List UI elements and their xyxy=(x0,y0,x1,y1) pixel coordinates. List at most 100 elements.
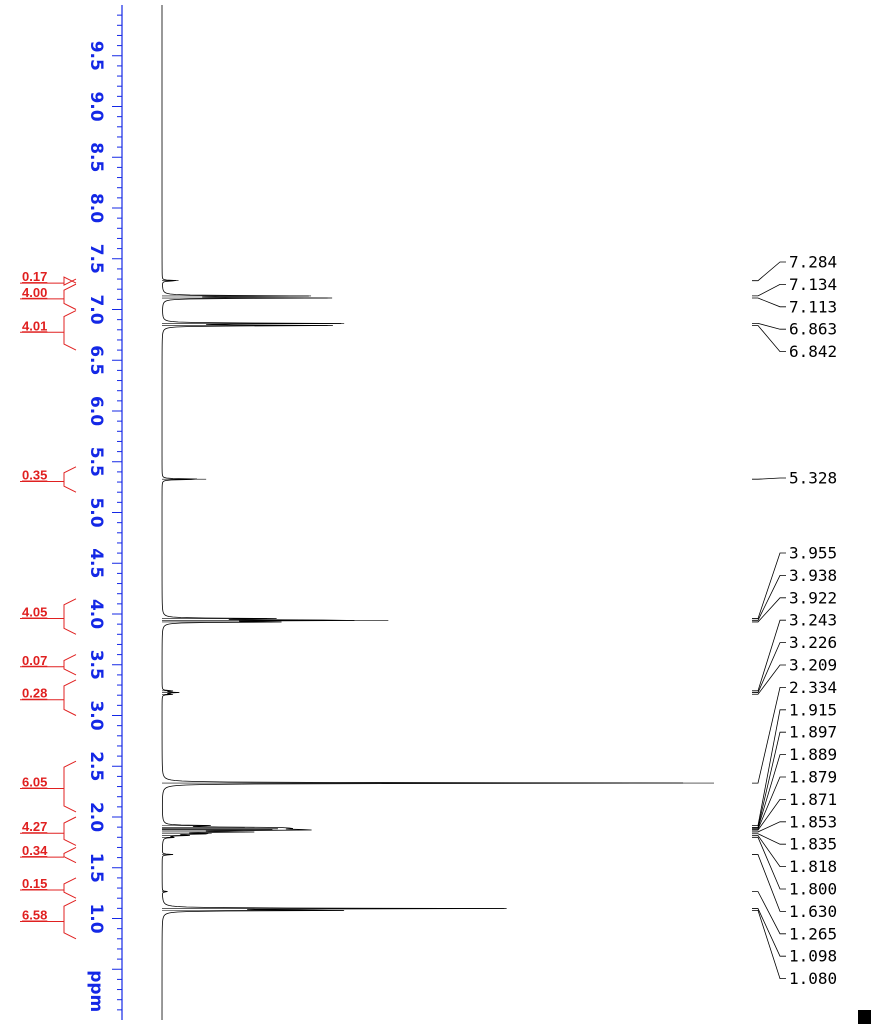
integral-curve xyxy=(63,654,77,676)
integral-value: 6.58 xyxy=(22,908,47,923)
peak-label-item: 1.897 xyxy=(752,723,837,828)
peak-shift-label: 5.328 xyxy=(789,469,837,488)
integral-curve xyxy=(63,760,77,813)
peak-shift-label: 3.243 xyxy=(789,611,837,630)
peak-label-item: 3.955 xyxy=(752,544,837,619)
integral-bracket: 4.00 xyxy=(20,283,77,310)
integral-bracket: 4.05 xyxy=(20,598,77,635)
peak-shift-label: 6.842 xyxy=(789,342,837,361)
integral-value: 4.00 xyxy=(22,285,47,300)
integral-value: 4.01 xyxy=(22,318,47,333)
peak-leader-line xyxy=(752,776,786,830)
peak-leader-line xyxy=(752,664,786,695)
peak-shift-label: 1.915 xyxy=(789,700,837,719)
peak-shift-label: 3.955 xyxy=(789,544,837,563)
tick-label: 3.5 xyxy=(86,650,106,680)
integral-value: 4.05 xyxy=(22,605,47,620)
peak-shift-label: 2.334 xyxy=(789,678,837,697)
peak-label-item: 1.098 xyxy=(752,908,837,966)
integral-bracket: 6.58 xyxy=(20,899,77,940)
tick-label: 5.5 xyxy=(86,447,106,477)
integral-bracket: 0.35 xyxy=(20,466,77,493)
peak-label-item: 1.889 xyxy=(752,745,837,829)
tick-label: 3.0 xyxy=(86,700,106,730)
peak-leader-line xyxy=(752,891,786,935)
peak-shift-label: 7.134 xyxy=(789,275,837,294)
tick-label: 6.5 xyxy=(86,345,106,375)
peak-label-item: 7.134 xyxy=(752,275,837,297)
tick-label: 8.0 xyxy=(86,193,106,223)
integral-curve xyxy=(63,598,77,635)
peak-label-item: 5.328 xyxy=(752,469,837,488)
peak-leader-line xyxy=(752,731,786,828)
integral-value: 0.15 xyxy=(22,876,47,891)
peak-leader-line xyxy=(752,854,786,912)
peak-leader-line xyxy=(752,619,786,692)
peak-leader-line xyxy=(752,642,786,693)
integral-value: 0.34 xyxy=(22,843,48,858)
peak-label-item: 1.800 xyxy=(752,836,837,899)
integral-annotations: 0.174.00 4.01 0.35 4.05 0.07 0.28 6.05 4.27 0.34… xyxy=(20,269,77,940)
integral-value: 6.05 xyxy=(22,775,47,790)
peak-shift-label: 1.098 xyxy=(789,947,837,966)
peak-shift-label: 1.897 xyxy=(789,723,837,742)
tick-label: 9.0 xyxy=(86,91,106,121)
integral-curve xyxy=(63,310,77,351)
tick-label: 5.0 xyxy=(86,497,106,527)
spectrum-line xyxy=(161,5,684,1020)
peak-shift-label: 1.853 xyxy=(789,812,837,831)
corner-marker xyxy=(858,1010,871,1024)
peak-leader-line xyxy=(752,284,786,297)
peak-shift-label: 1.080 xyxy=(789,969,837,988)
peak-label-item: 1.080 xyxy=(752,909,837,988)
integral-curve xyxy=(63,847,77,864)
peak-label-item: 3.938 xyxy=(752,566,837,621)
peak-shift-label: 1.889 xyxy=(789,745,837,764)
integral-curve xyxy=(63,899,77,940)
peak-shift-label: 1.630 xyxy=(789,902,837,921)
integral-bracket: 4.27 xyxy=(20,816,77,846)
peak-shift-label: 3.209 xyxy=(789,656,837,675)
tick-label: 6.0 xyxy=(86,396,106,426)
tick-label: 9.5 xyxy=(86,41,106,71)
integral-bracket: 0.15 xyxy=(20,876,77,899)
peak-shift-label: 1.818 xyxy=(789,857,837,876)
tick-label: 1.0 xyxy=(86,903,106,933)
peak-leader-line xyxy=(752,754,786,829)
peak-label-item: 3.922 xyxy=(752,588,837,623)
peak-leader-line xyxy=(752,909,786,979)
peak-label-item: 1.915 xyxy=(752,700,837,827)
tick-label: 4.5 xyxy=(86,548,106,578)
peak-label-item: 3.226 xyxy=(752,633,837,693)
peak-leader-line xyxy=(752,325,786,352)
peak-label-item: 7.284 xyxy=(752,253,837,282)
tick-label: 7.5 xyxy=(86,244,106,274)
peak-shift-label: 3.938 xyxy=(789,566,837,585)
integral-bracket: 4.01 xyxy=(20,310,77,351)
integral-curve xyxy=(63,816,77,846)
integral-curve xyxy=(63,276,77,286)
integral-bracket: 0.28 xyxy=(20,679,77,716)
integral-value: 0.28 xyxy=(22,686,47,701)
peak-label-item: 1.265 xyxy=(752,891,837,943)
integral-curve xyxy=(63,679,77,716)
peak-shift-label: 7.284 xyxy=(789,253,837,272)
peak-leader-line xyxy=(752,908,786,957)
axis-unit-label: ppm xyxy=(86,970,106,1012)
peak-leader-line xyxy=(752,597,786,623)
peak-shift-label: 1.265 xyxy=(789,924,837,943)
peak-shift-label: 1.879 xyxy=(789,768,837,787)
peak-label-item: 1.853 xyxy=(752,812,837,833)
peak-leader-line xyxy=(752,835,786,867)
peak-label-item: 2.334 xyxy=(752,678,837,784)
integral-curve xyxy=(63,466,77,493)
peak-leader-line xyxy=(752,833,786,845)
peak-leader-line xyxy=(752,709,786,827)
peak-shift-label: 3.922 xyxy=(789,588,837,607)
peak-shift-label: 1.800 xyxy=(789,880,837,899)
tick-label: 8.5 xyxy=(86,142,106,172)
integral-bracket: 0.07 xyxy=(20,653,77,676)
peak-label-item: 7.113 xyxy=(752,297,837,316)
integral-value: 0.17 xyxy=(22,269,47,284)
